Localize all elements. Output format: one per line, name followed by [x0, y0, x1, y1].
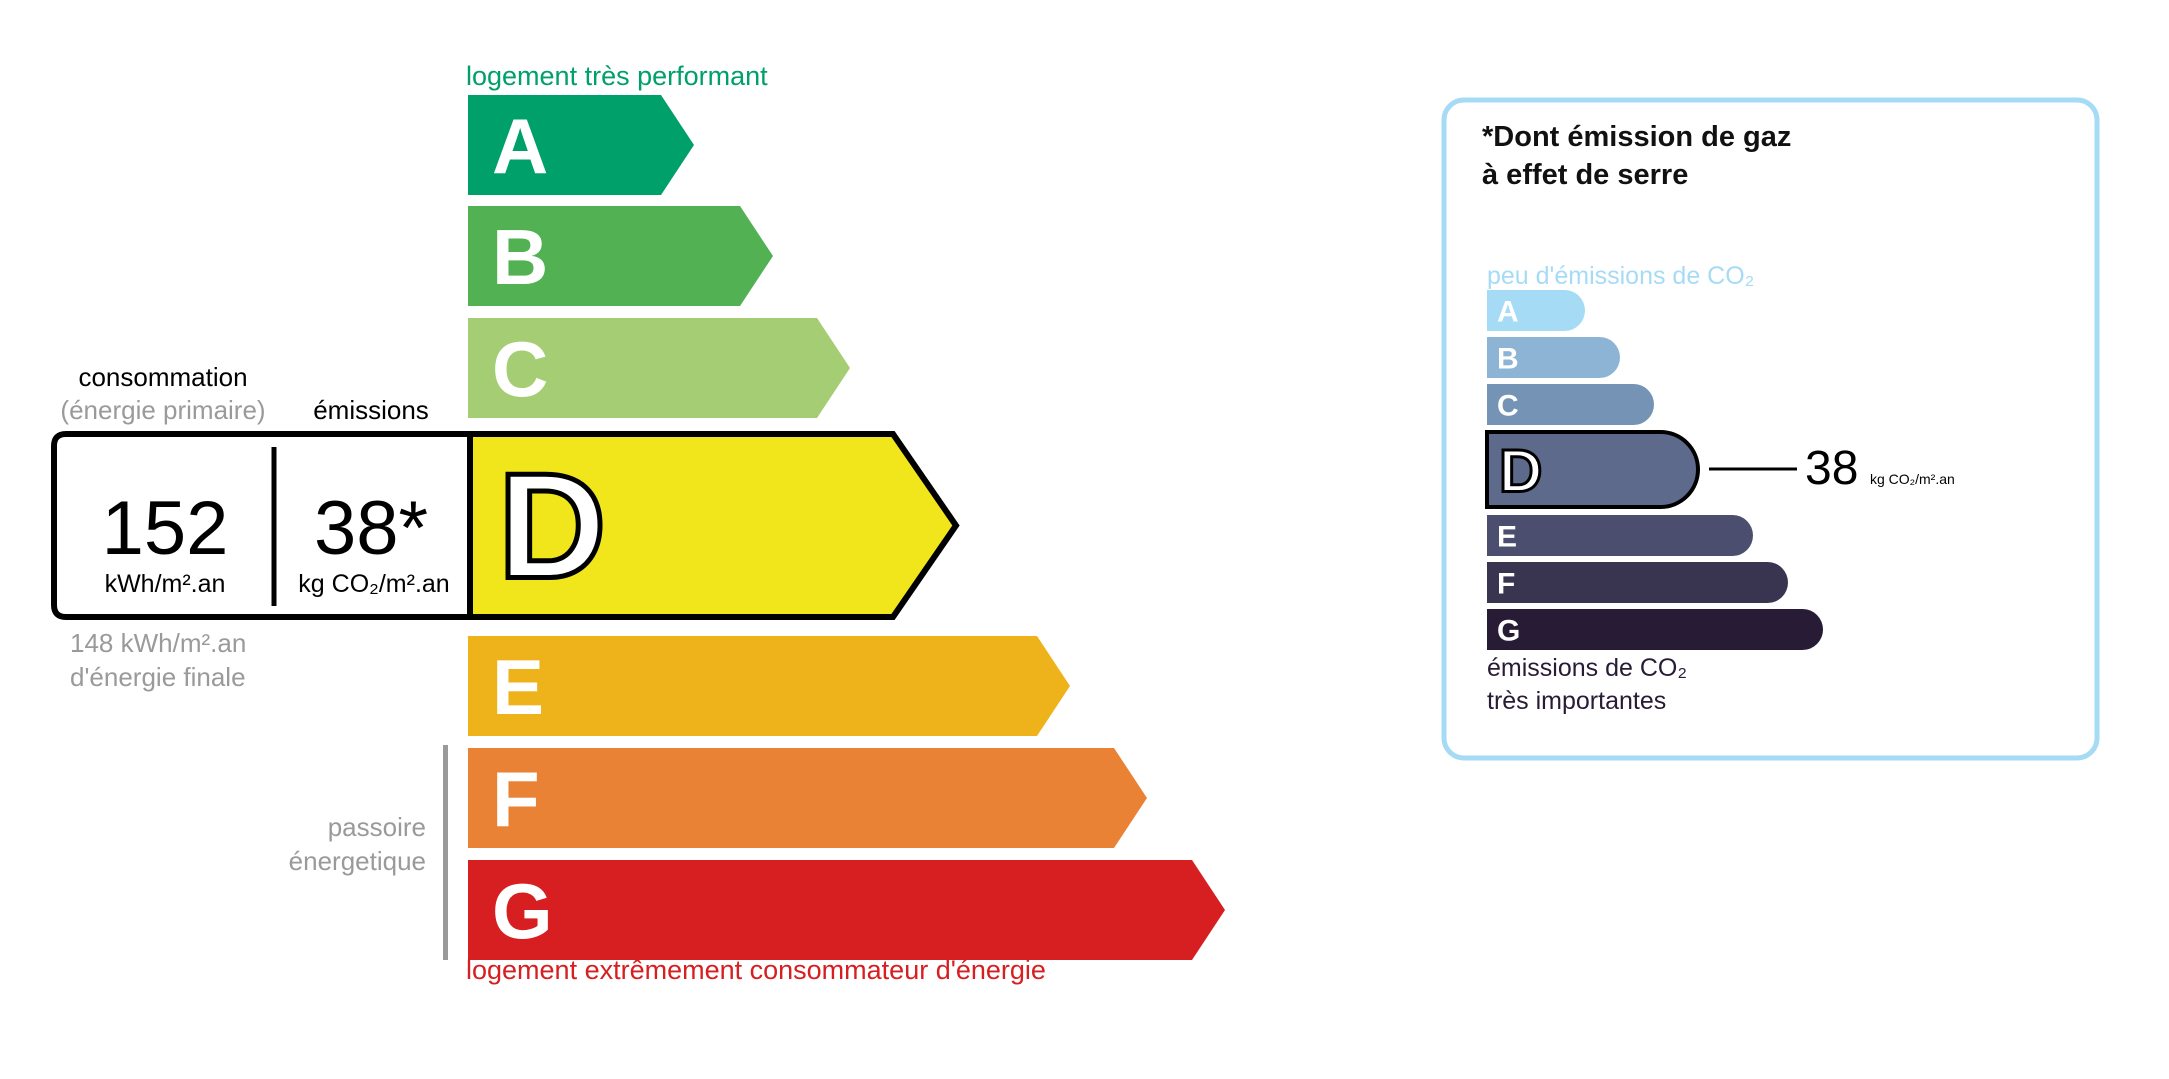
ges-letter: F — [1497, 568, 1515, 601]
energy-letter: E — [492, 643, 544, 731]
energy-bar — [468, 206, 773, 306]
bottom-label: logement extrêmement consommateur d'éner… — [466, 955, 1046, 985]
ges-letter: B — [1497, 343, 1519, 376]
energy-letter: G — [492, 867, 553, 955]
energy-bar — [468, 748, 1147, 848]
ges-bar — [1487, 290, 1585, 331]
value-box — [51, 431, 473, 620]
ges-letter: D — [1499, 438, 1542, 505]
ges-bar — [1487, 609, 1823, 650]
ges-class-a: A — [1487, 290, 1585, 331]
passoire-label-1: passoire — [328, 812, 426, 842]
ges-bar — [1485, 430, 1700, 509]
ges-bottom-label-1: émissions de CO₂ — [1487, 654, 1687, 682]
ges-bar — [1487, 562, 1788, 603]
ges-title-1: *Dont émission de gaz — [1482, 121, 1791, 153]
ges-class-e: E — [1487, 515, 1753, 556]
energy-letter: F — [492, 755, 540, 843]
emissions-value: 38* — [314, 486, 428, 571]
passoire-label-2: énergetique — [289, 846, 426, 876]
energy-bar — [468, 860, 1225, 960]
ges-class-g: G — [1487, 609, 1823, 650]
ges-value: 38 — [1805, 442, 1858, 495]
ges-bar — [1487, 337, 1620, 378]
emissions-label: émissions — [313, 395, 429, 425]
ges-class-c: C — [1487, 384, 1654, 425]
ges-letter: A — [1497, 296, 1519, 329]
final-energy-label: d'énergie finale — [70, 662, 246, 692]
ges-class-d: D — [1485, 430, 1700, 509]
ges-letter: E — [1497, 521, 1517, 554]
energy-class-g: G — [468, 860, 1225, 960]
ges-class-b: B — [1487, 337, 1620, 378]
energy-class-b: B — [468, 206, 773, 306]
ges-unit: kg CO₂/m².an — [1870, 471, 1955, 487]
energy-bar — [468, 636, 1070, 736]
energy-bar — [468, 318, 850, 418]
consumption-sublabel: (énergie primaire) — [60, 395, 265, 425]
energy-class-c: C — [468, 318, 850, 418]
consumption-unit: kWh/m².an — [105, 570, 226, 598]
energy-class-d: D — [465, 431, 960, 620]
energy-letter: B — [492, 213, 548, 301]
final-energy-value: 148 kWh/m².an — [70, 628, 246, 658]
energy-class-f: F — [468, 748, 1147, 848]
energy-bar — [468, 95, 694, 195]
ges-title-2: à effet de serre — [1482, 159, 1688, 191]
ges-bar — [1487, 384, 1654, 425]
ges-bar — [1487, 515, 1753, 556]
ges-letter: G — [1497, 615, 1520, 648]
ges-top-label: peu d'émissions de CO₂ — [1487, 262, 1754, 290]
consumption-value: 152 — [102, 486, 229, 571]
energy-letter: C — [492, 325, 548, 413]
emissions-unit: kg CO₂/m².an — [298, 570, 449, 598]
consumption-label: consommation — [78, 362, 247, 392]
ges-letter: C — [1497, 390, 1519, 423]
passoire-bracket — [443, 745, 448, 960]
ges-class-f: F — [1487, 562, 1788, 603]
energy-class-a: A — [468, 95, 694, 195]
top-label: logement très performant — [466, 61, 768, 91]
energy-letter: D — [498, 442, 606, 610]
energy-class-e: E — [468, 636, 1070, 736]
energy-letter: A — [492, 102, 548, 190]
ges-bottom-label-2: très importantes — [1487, 687, 1666, 715]
